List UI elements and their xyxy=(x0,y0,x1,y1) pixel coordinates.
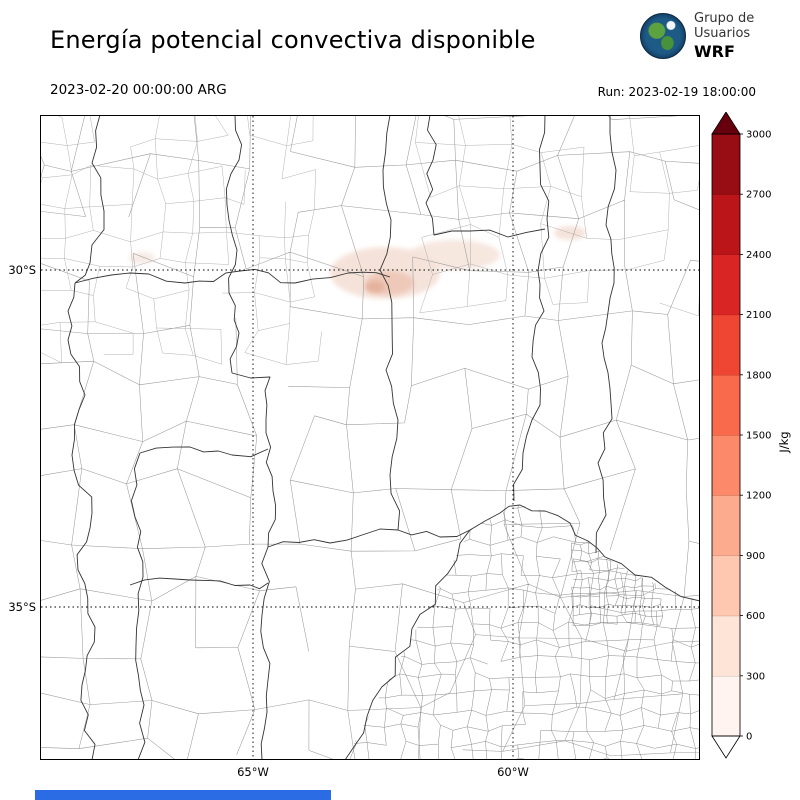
colorbar-segment xyxy=(711,555,741,617)
map-canvas xyxy=(40,115,700,760)
map-area xyxy=(40,115,700,760)
logo-model-name: WRF xyxy=(694,41,735,61)
globe-icon xyxy=(640,13,686,60)
colorbar-segment xyxy=(711,675,741,737)
lat-label-30s: 30°S xyxy=(8,263,36,277)
colorbar-tick-label: 1800 xyxy=(746,370,771,381)
province-boundary xyxy=(425,116,546,238)
colorbar-tick-label: 1200 xyxy=(746,491,771,502)
wrf-logo: Grupo de Usuarios WRF xyxy=(640,11,754,62)
colorbar-over-arrow xyxy=(711,111,741,135)
page-title: Energía potencial convectiva disponible xyxy=(50,26,536,54)
logo-org-line1: Grupo de xyxy=(694,11,755,26)
province-boundary xyxy=(513,116,550,502)
colorbar-segment xyxy=(711,495,741,556)
province-boundary xyxy=(74,116,105,284)
province-boundary xyxy=(225,116,243,374)
run-time-label: Run: 2023-02-19 18:00:00 xyxy=(597,85,756,99)
colorbar-tick-label: 1500 xyxy=(746,431,771,442)
province-boundary xyxy=(397,528,473,538)
province-boundary xyxy=(345,504,699,759)
lat-label-35s: 35°S xyxy=(8,600,36,614)
colorbar-under-arrow xyxy=(711,735,741,759)
colorbar-segment xyxy=(711,615,741,677)
map-frame xyxy=(40,115,700,760)
province-boundary xyxy=(130,452,146,759)
colorbar-canvas: 30002700240021001800150012009006003000J/… xyxy=(711,111,791,759)
province-boundary xyxy=(260,546,271,759)
colorbar-tick-label: 2700 xyxy=(746,190,771,201)
province-boundary xyxy=(595,116,617,554)
logo-text: Grupo de Usuarios WRF xyxy=(694,11,754,62)
logo-org-line2: Usuarios xyxy=(694,26,751,42)
colorbar-tick-label: 2100 xyxy=(746,310,771,321)
province-boundary xyxy=(67,282,96,759)
footer-blue-bar xyxy=(35,790,331,800)
province-boundary xyxy=(74,268,391,284)
cape-shading-patch xyxy=(410,240,500,270)
province-boundary xyxy=(231,372,399,548)
colorbar-tick-label: 600 xyxy=(746,611,765,622)
province-boundary xyxy=(379,116,401,531)
lon-label-60w: 60°W xyxy=(497,765,529,779)
colorbar-tick-label: 300 xyxy=(746,671,765,682)
lon-label-65w: 65°W xyxy=(237,765,269,779)
colorbar-tick-label: 2400 xyxy=(746,250,771,261)
colorbar-unit-label: J/kg xyxy=(777,431,791,453)
colorbar-tick-label: 900 xyxy=(746,551,765,562)
colorbar-segment xyxy=(711,254,741,316)
cape-shading-patch xyxy=(365,281,385,293)
colorbar-segment xyxy=(711,374,741,436)
colorbar-tick-label: 0 xyxy=(746,732,752,743)
province-boundary xyxy=(139,446,269,458)
colorbar: 3000 2700 2400 2100 1800 1500 1200 900 600 300 0 J/… xyxy=(710,111,800,768)
province-boundary xyxy=(129,577,269,590)
colorbar-segment xyxy=(711,133,741,195)
cape-shading-patch xyxy=(129,252,155,264)
colorbar-tick-label: 3000 xyxy=(746,130,771,141)
colorbar-segment xyxy=(711,434,741,496)
colorbar-segment xyxy=(711,314,741,376)
colorbar-segment xyxy=(711,194,741,255)
valid-time-label: 2023-02-20 00:00:00 ARG xyxy=(50,82,227,98)
